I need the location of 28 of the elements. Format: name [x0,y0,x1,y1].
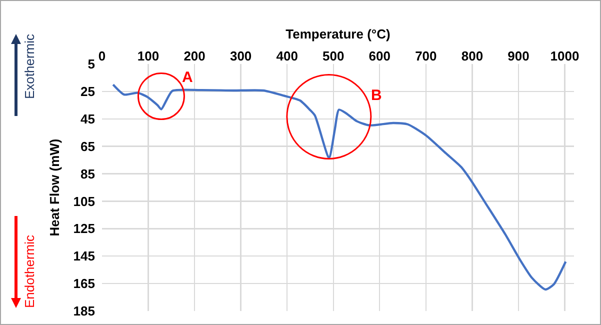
text: Exothermic [22,34,37,100]
x-axis-title: Temperature (°C) [286,26,390,42]
x-tick-label: 1000 [550,48,580,64]
x-tick-label: 0 [98,48,106,64]
x-tick-label: 100 [137,48,160,64]
y-tick-label: 25 [80,84,95,99]
x-tick-label: 600 [368,48,390,64]
x-tick-label: 800 [461,48,484,64]
y-axis-title: Heat Flow (mW) [47,138,62,236]
y-tick-label: 85 [80,166,95,182]
x-tick-label: 900 [508,48,530,64]
y-tick-label: 185 [73,304,95,319]
y-tick-label: 145 [73,248,95,264]
y-tick-label: 125 [73,221,95,236]
annotation: A [182,69,193,86]
y-tick-label: 105 [73,194,95,209]
x-tick-label: 700 [415,48,437,64]
y-tick-label: 65 [80,138,95,154]
x-tick-label: 300 [230,48,252,64]
text: Endothermic [21,235,36,308]
line-series [112,83,567,291]
x-tick-label: 200 [184,48,206,64]
annotation: B [371,87,382,104]
y-tick-label: 5 [88,56,95,72]
x-tick-label: 400 [276,48,298,64]
y-tick-label: 45 [80,111,95,126]
y-tick-label: 165 [73,276,95,292]
x-tick-label: 500 [322,48,344,64]
